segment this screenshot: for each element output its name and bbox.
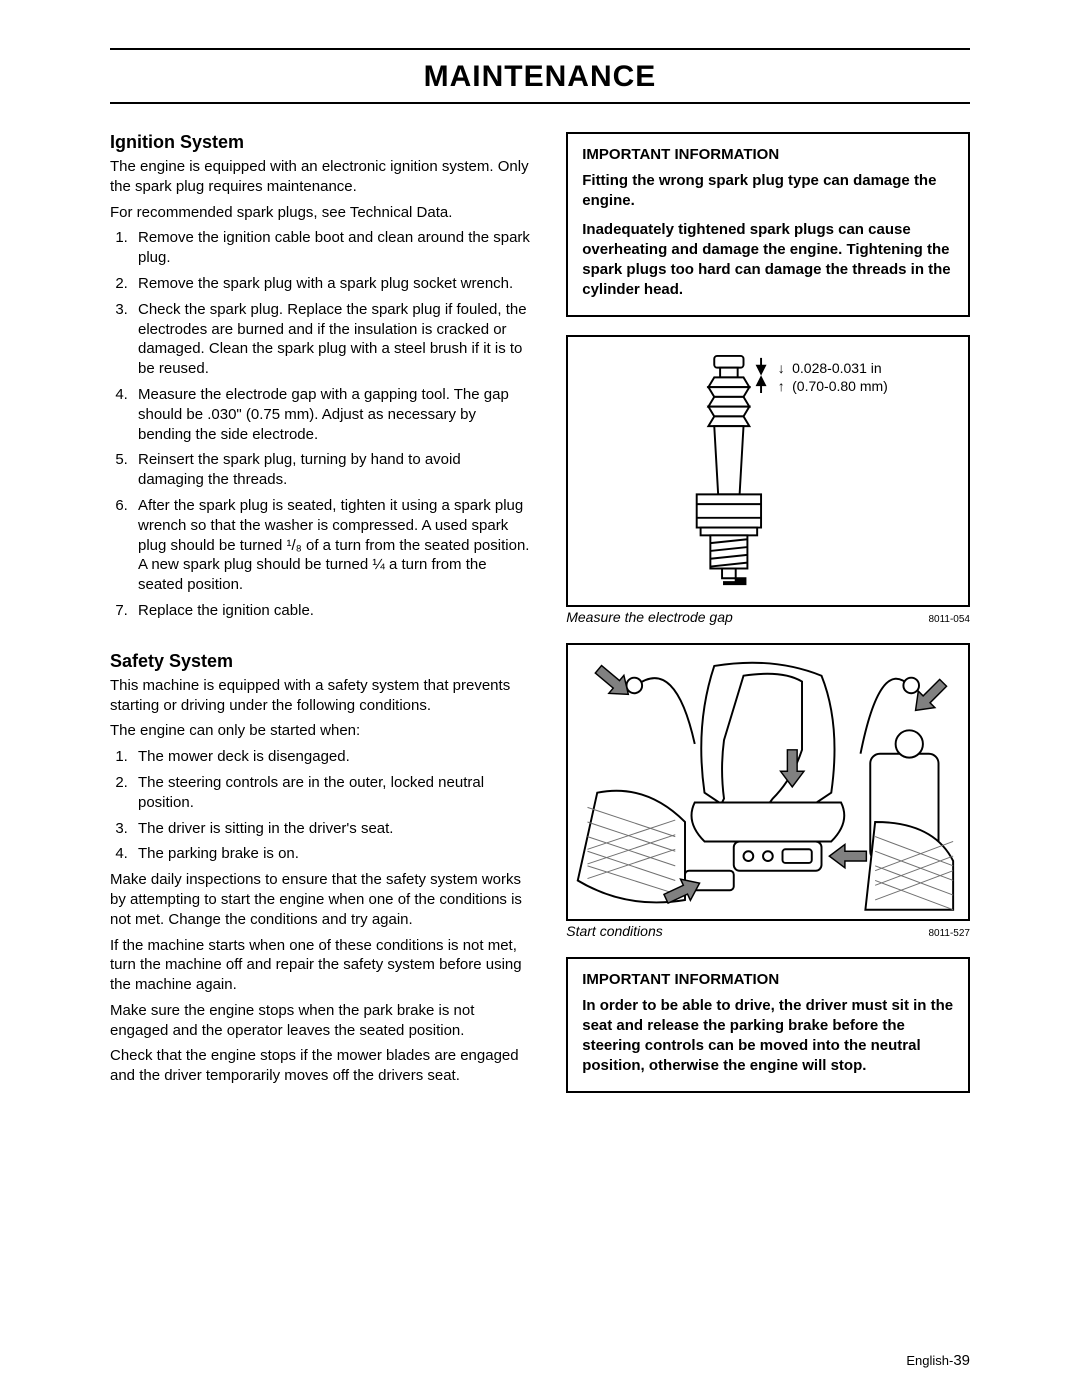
- ignition-step: After the spark plug is seated, tighten …: [132, 496, 530, 595]
- ignition-step: Remove the spark plug with a spark plug …: [132, 274, 530, 294]
- figure-caption: Measure the electrode gap: [566, 609, 733, 625]
- title-underline: [110, 102, 970, 104]
- page-footer: English-39: [906, 1352, 970, 1369]
- safety-condition: The parking brake is on.: [132, 844, 530, 864]
- ignition-step: Remove the ignition cable boot and clean…: [132, 228, 530, 268]
- safety-condition: The mower deck is disengaged.: [132, 747, 530, 767]
- left-column: Ignition System The engine is equipped w…: [110, 132, 530, 1111]
- safety-p6: Check that the engine stops if the mower…: [110, 1046, 530, 1086]
- figure-caption-row: Start conditions 8011-527: [566, 923, 970, 939]
- footer-page-number: 39: [953, 1352, 970, 1369]
- footer-language: English-: [906, 1353, 953, 1368]
- ignition-intro-1: The engine is equipped with an electroni…: [110, 157, 530, 197]
- figure-caption: Start conditions: [566, 923, 663, 939]
- ignition-intro-2: For recommended spark plugs, see Technic…: [110, 203, 530, 223]
- heading-safety-system: Safety System: [110, 651, 530, 672]
- gap-mm: (0.70-0.80 mm): [792, 378, 888, 394]
- ignition-step: Reinsert the spark plug, turning by hand…: [132, 450, 530, 490]
- down-arrow-icon: ↓: [774, 359, 788, 378]
- gap-inches: 0.028-0.031 in: [792, 360, 882, 376]
- ignition-step: Check the spark plug. Replace the spark …: [132, 300, 530, 379]
- safety-condition: The steering controls are in the outer, …: [132, 773, 530, 813]
- info-box-drive: IMPORTANT INFORMATION In order to be abl…: [566, 957, 970, 1093]
- info-paragraph: Fitting the wrong spark plug type can da…: [582, 171, 954, 212]
- figure-start-conditions: [566, 643, 970, 921]
- safety-p5: Make sure the engine stops when the park…: [110, 1001, 530, 1041]
- ignition-steps: Remove the ignition cable boot and clean…: [110, 228, 530, 620]
- safety-intro-1: This machine is equipped with a safety s…: [110, 676, 530, 716]
- ignition-step: Measure the electrode gap with a gapping…: [132, 385, 530, 444]
- ignition-step: Replace the ignition cable.: [132, 601, 530, 621]
- safety-intro-2: The engine can only be started when:: [110, 721, 530, 741]
- figure-spark-plug: ↓ 0.028-0.031 in ↑ (0.70-0.80 mm): [566, 335, 970, 607]
- figure-id: 8011-527: [928, 928, 970, 939]
- info-title: IMPORTANT INFORMATION: [582, 971, 954, 988]
- info-body: Fitting the wrong spark plug type can da…: [582, 171, 954, 301]
- safety-p3: Make daily inspections to ensure that th…: [110, 870, 530, 929]
- figure-id: 8011-054: [928, 614, 970, 625]
- info-paragraph: In order to be able to drive, the driver…: [582, 996, 954, 1077]
- safety-conditions: The mower deck is disengaged. The steeri…: [110, 747, 530, 864]
- spark-plug-illustration: [568, 337, 968, 605]
- info-box-spark-plug: IMPORTANT INFORMATION Fitting the wrong …: [566, 132, 970, 317]
- page-title: MAINTENANCE: [110, 50, 970, 102]
- gap-dimension-labels: ↓ 0.028-0.031 in ↑ (0.70-0.80 mm): [774, 359, 888, 397]
- info-title: IMPORTANT INFORMATION: [582, 146, 954, 163]
- right-column: IMPORTANT INFORMATION Fitting the wrong …: [566, 132, 970, 1111]
- mower-illustration: [568, 645, 968, 919]
- up-arrow-icon: ↑: [774, 377, 788, 396]
- info-paragraph: Inadequately tightened spark plugs can c…: [582, 220, 954, 301]
- safety-condition: The driver is sitting in the driver's se…: [132, 819, 530, 839]
- safety-p4: If the machine starts when one of these …: [110, 936, 530, 995]
- heading-ignition-system: Ignition System: [110, 132, 530, 153]
- figure-caption-row: Measure the electrode gap 8011-054: [566, 609, 970, 625]
- info-body: In order to be able to drive, the driver…: [582, 996, 954, 1077]
- two-column-layout: Ignition System The engine is equipped w…: [110, 132, 970, 1111]
